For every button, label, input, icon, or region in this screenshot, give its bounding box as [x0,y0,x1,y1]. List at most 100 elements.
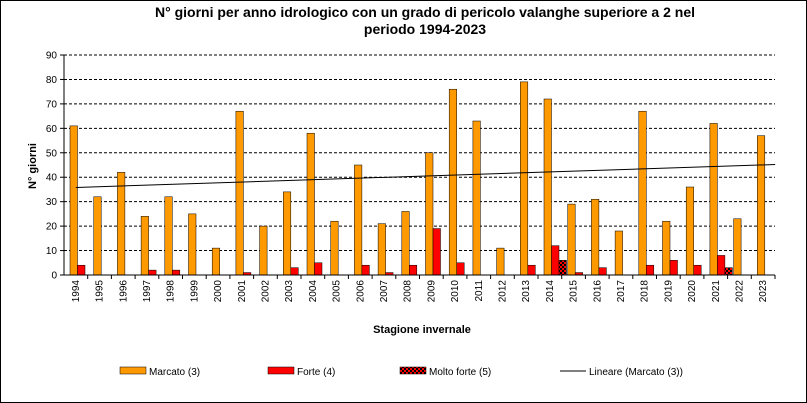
bar-marcato-1996 [117,172,126,276]
x-tick-label: 2007 [379,280,390,303]
bar-molto-forte-2021 [724,267,733,276]
y-axis-label: N° giorni [27,143,39,189]
legend: Marcato (3) Forte (4) Molto forte (5) Linea… [119,366,683,378]
bar-forte-2013 [527,264,536,276]
legend-forte: Forte (4) [267,366,335,378]
bar-forte-2021 [717,255,726,276]
bar-marcato-2017 [614,230,623,276]
legend-trendline-label: Lineare (Marcato (3)) [589,367,683,378]
y-tick-label: 70 [46,99,58,110]
bar-marcato-2021 [709,123,718,276]
bar-marcato-2009 [425,152,434,276]
x-axis-label: Stagione invernale [373,324,471,336]
x-tick-label: 2004 [308,280,319,303]
x-tick-label: 2020 [687,280,698,303]
x-tick-label: 2021 [711,280,722,303]
bar-marcato-2020 [685,186,694,276]
x-tick-label: 2001 [237,280,248,303]
y-tick-label: 20 [46,222,58,233]
bar-forte-2006 [361,264,370,276]
bar-marcato-2012 [496,247,505,276]
bar-marcato-2019 [662,220,671,276]
y-tick-label: 80 [46,75,58,86]
x-tick-label: 1999 [189,280,200,303]
bar-forte-1998 [172,269,181,276]
chart-title: N° giorni per anno idrologico con un gra… [60,4,790,38]
bar-forte-2008 [409,264,418,276]
bar-marcato-2005 [330,220,339,276]
bar-forte-1994 [77,264,86,276]
legend-forte-swatch [267,366,295,375]
legend-molto-forte-swatch [399,366,427,375]
bar-marcato-2001 [235,110,244,276]
x-tick-label: 2005 [332,280,343,303]
y-tick-label: 50 [46,148,58,159]
bar-marcato-2018 [638,110,647,276]
x-tick-label: 2014 [545,280,556,303]
y-tick-label: 30 [46,197,58,208]
bar-marcato-2006 [354,164,363,276]
bar-marcato-2007 [377,223,386,276]
bar-forte-2003 [290,267,299,276]
x-tick-label: 2002 [260,280,271,303]
x-tick-label: 2016 [592,280,603,303]
x-tick-label: 1998 [166,280,177,303]
y-tick-label: 60 [46,124,58,135]
x-tick-label: 1994 [71,280,82,303]
bar-marcato-1999 [188,213,197,276]
x-tick-label: 2022 [734,280,745,303]
x-tick-label: 2000 [213,280,224,303]
chart-title-line-2: periodo 1994-2023 [363,21,487,37]
x-tick-label: 1996 [118,280,129,303]
x-tick-label: 2011 [474,280,485,302]
trendline [75,164,776,188]
bar-forte-1997 [148,269,157,276]
bar-marcato-2004 [306,132,315,276]
x-tick-label: 2018 [640,280,651,303]
y-tick-label: 10 [46,246,58,257]
x-tick-label: 2009 [426,280,437,303]
bar-marcato-1995 [93,196,102,276]
bar-forte-2014 [551,245,560,276]
bar-marcato-2002 [259,225,268,276]
legend-trendline: Lineare (Marcato (3)) [560,367,683,378]
bar-forte-2010 [456,262,465,276]
bar-forte-2018 [646,264,655,276]
x-tick-label: 2006 [355,280,366,303]
y-tick-label: 0 [51,271,57,282]
bar-marcato-1998 [164,196,173,276]
x-tick-label: 1997 [142,280,153,303]
legend-forte-label: Forte (4) [297,367,335,378]
x-tick-label: 2008 [403,280,414,303]
bar-marcato-2011 [472,120,481,276]
legend-marcato: Marcato (3) [119,366,200,378]
bar-marcato-2015 [567,203,576,276]
bar-marcato-1997 [140,216,149,276]
bar-marcato-2016 [591,198,600,276]
y-tick-label: 90 [46,51,58,62]
bar-marcato-2014 [543,98,552,276]
x-tick-label: 1995 [95,280,106,303]
legend-marcato-label: Marcato (3) [149,367,200,378]
bar-forte-2004 [314,262,323,276]
y-tick-label: 40 [46,173,58,184]
x-tick-label: 2003 [284,280,295,303]
x-tick-label: 2019 [663,280,674,303]
bar-forte-2019 [669,260,678,276]
chart-title-line-1: N° giorni per anno idrologico con un gra… [154,4,695,20]
legend-molto-forte-label: Molto forte (5) [429,367,491,378]
x-tick-label: 2010 [450,280,461,303]
x-tick-label: 2013 [521,280,532,303]
bar-forte-2016 [598,267,607,276]
x-tick-label: 2015 [569,280,580,303]
bar-marcato-2013 [520,81,529,276]
bar-marcato-2023 [757,135,766,276]
bar-marcato-2022 [733,218,742,276]
x-tick-label: 2012 [497,280,508,303]
bar-forte-2020 [693,264,702,276]
bar-marcato-2000 [211,247,220,276]
legend-marcato-swatch [119,366,147,375]
bar-marcato-1994 [69,125,78,276]
bar-marcato-2008 [401,211,410,276]
